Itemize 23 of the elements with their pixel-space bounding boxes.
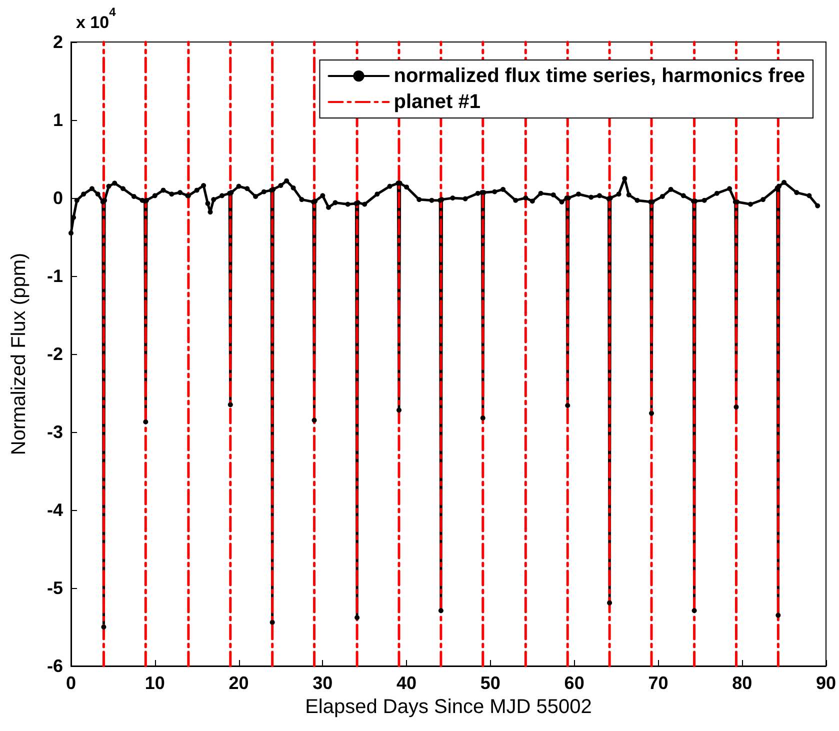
y-tick-label: 0 (52, 188, 63, 208)
x-tick-label: 90 (816, 673, 836, 693)
legend-label: planet #1 (394, 91, 480, 113)
x-tick-label: 40 (396, 673, 417, 693)
x-tick-label: 80 (732, 673, 752, 693)
x-axis-title: Elapsed Days Since MJD 55002 (305, 696, 592, 718)
x-tick-label: 60 (564, 673, 584, 693)
x-tick-label: 0 (66, 673, 76, 693)
y-tick-label: -6 (46, 656, 63, 676)
y-tick-label: 1 (52, 110, 63, 130)
x-tick-label: 10 (144, 673, 165, 693)
x-tick-label: 30 (312, 673, 333, 693)
y-axis-title: Normalized Flux (ppm) (8, 252, 30, 456)
y-tick-label: -3 (46, 422, 63, 442)
x-tick-label: 50 (480, 673, 500, 693)
y-tick-label: -5 (46, 578, 63, 598)
y-tick-label: -1 (46, 266, 63, 286)
legend-label: normalized flux time series, harmonics free (394, 65, 806, 87)
y-tick-label: 2 (52, 32, 63, 52)
y-tick-label: -4 (46, 500, 63, 520)
x-tick-label: 70 (648, 673, 668, 693)
y-tick-label: -2 (46, 344, 63, 364)
x-tick-label: 20 (228, 673, 249, 693)
